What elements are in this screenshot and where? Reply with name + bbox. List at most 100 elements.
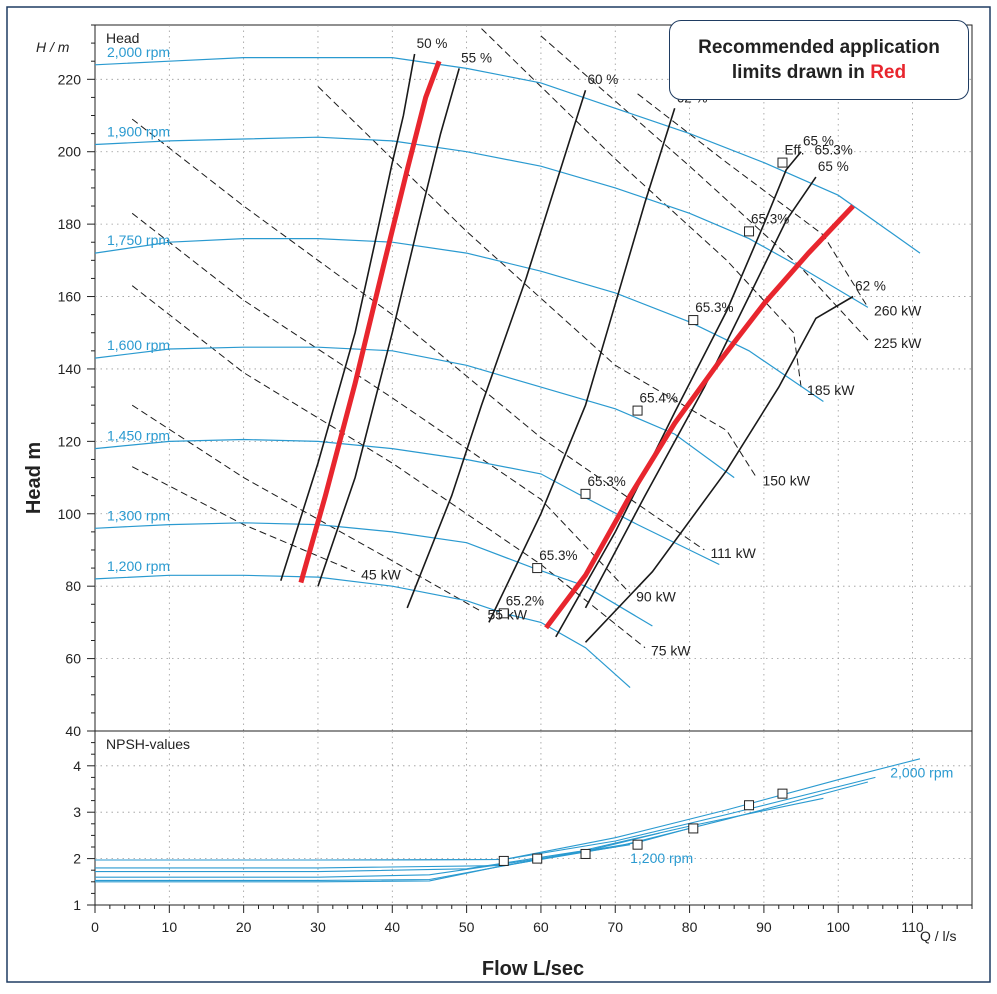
power-label-55-kw: 55 kW [487, 607, 527, 623]
power-line-55-kw [131, 404, 482, 612]
speed-label-1-900-rpm: 1,900 rpm [107, 123, 170, 139]
x-tick-label-0: 0 [91, 919, 99, 935]
power-line-185-kw [481, 28, 802, 388]
x-tick-label-30: 30 [310, 919, 326, 935]
efficiency-curve-50 [280, 53, 416, 581]
npsh-curve-1-900-rpm [95, 776, 876, 861]
efficiency-curve-55 [317, 68, 460, 587]
speed-curve-1-200-rpm [94, 574, 631, 689]
note-text-red: Red [870, 62, 907, 83]
speed-label-1-300-rpm: 1,300 rpm [107, 507, 170, 523]
y-tick-label-180: 180 [58, 216, 82, 232]
speed-curve-1-300-rpm [94, 522, 653, 627]
y-axis-title: Head m [23, 442, 45, 514]
power-line-45-kw [131, 466, 356, 573]
npsh-tick-label-3: 3 [73, 804, 81, 820]
power-label-185-kw: 185 kW [807, 382, 855, 398]
y-tick-label-220: 220 [58, 71, 82, 87]
power-line-111-kw [131, 118, 705, 551]
x-tick-label-60: 60 [533, 919, 549, 935]
x-tick-label-20: 20 [236, 919, 252, 935]
efficiency-label-62-3: 62 % [855, 279, 886, 294]
efficiency-point-5 [532, 563, 543, 574]
power-line-75-kw [131, 285, 646, 649]
power-label-45-kw: 45 kW [361, 567, 401, 583]
efficiency-point-label-6: 65.2% [506, 593, 544, 608]
efficiency-point-label-2: 65.3% [695, 300, 733, 315]
speed-curve-1-900-rpm [94, 136, 869, 308]
efficiency-curve-65 [555, 151, 802, 638]
npsh-tick-label-1: 1 [73, 897, 81, 913]
efficiency-point-1 [744, 226, 755, 237]
npsh-curve-1-750-rpm [95, 781, 869, 869]
npsh-label-2000-rpm: 2,000 rpm [890, 764, 953, 780]
efficiency-point-prefix-0: Eff. [784, 143, 804, 158]
efficiency-point-label-0: 65.3% [814, 143, 852, 158]
power-line-225-kw [540, 35, 869, 341]
x-tick-label-80: 80 [682, 919, 698, 935]
power-line-260-kw [637, 93, 869, 308]
efficiency-point-0 [777, 157, 788, 168]
y-tick-label-80: 80 [65, 578, 81, 594]
npsh-tick-label-2: 2 [73, 851, 81, 867]
npsh-curve-1-450-rpm [95, 827, 690, 878]
y-tick-label-60: 60 [65, 651, 81, 667]
npsh-point-1 [532, 853, 543, 864]
x-axis-title: Flow L/sec [482, 958, 584, 980]
npsh-point-3 [632, 839, 643, 850]
y-tick-label-100: 100 [58, 506, 82, 522]
note-text-main: Recommended application limits drawn in [698, 37, 940, 83]
efficiency-curve-62 [488, 108, 676, 623]
y-tick-label-120: 120 [58, 433, 82, 449]
limit-lines [298, 60, 855, 630]
npsh-tick-label-4: 4 [73, 758, 81, 774]
grid [95, 25, 972, 905]
chart-labels: 45 kW 55 kW 75 kW 90 kW 111 kW 150 kW 185 kW 22… [107, 36, 953, 866]
limit-line-right-limit [544, 204, 855, 630]
speed-curve-1-750-rpm [94, 238, 824, 402]
efficiency-label-50: 50 % [417, 36, 448, 51]
x-tick-label-90: 90 [756, 919, 772, 935]
efficiency-curve-65-2 [584, 176, 817, 609]
y-tick-label-160: 160 [58, 289, 82, 305]
power-line-150-kw [317, 86, 757, 478]
npsh-label-1200-rpm: 1,200 rpm [630, 850, 693, 866]
power-label-150-kw: 150 kW [762, 473, 810, 489]
axis-ticks: 0 10 20 30 40 50 60 70 80 90 100 110 40 60 80 100 120 140… [58, 24, 973, 935]
panel-head-label: Head [106, 30, 139, 46]
plot-frame [94, 24, 973, 906]
npsh-curve-1-300-rpm [95, 832, 660, 881]
x-tick-label-70: 70 [607, 919, 623, 935]
efficiency-point-4 [580, 488, 591, 499]
x-tick-label-50: 50 [459, 919, 475, 935]
efficiency-label-60: 60 % [588, 72, 619, 87]
x-tick-label-40: 40 [384, 919, 400, 935]
y-axis-unit: H / m [36, 39, 70, 55]
speed-label-1-200-rpm: 1,200 rpm [107, 558, 170, 574]
speed-label-1-450-rpm: 1,450 rpm [107, 428, 170, 444]
speed-label-1-600-rpm: 1,600 rpm [107, 337, 170, 353]
power-label-111-kw: 111 kW [710, 545, 756, 561]
outer-frame [6, 6, 991, 983]
speed-curve-2-000-rpm [94, 57, 921, 254]
efficiency-label-55: 55 % [461, 50, 492, 65]
npsh-point-4 [688, 823, 699, 834]
efficiency-label-65: 65 % [803, 134, 834, 149]
speed-label-2-000-rpm: 2,000 rpm [107, 44, 170, 60]
efficiency-curves [280, 53, 854, 643]
npsh-point-0 [498, 855, 509, 866]
npsh-curve-2-000-rpm [95, 758, 921, 861]
efficiency-point-2 [688, 315, 699, 326]
npsh-curve-1-600-rpm [95, 797, 824, 873]
x-tick-label-110: 110 [901, 919, 924, 935]
power-label-260-kw: 260 kW [874, 302, 922, 318]
efficiency-point-label-5: 65.3% [539, 548, 577, 563]
data-markers [498, 157, 788, 866]
efficiency-point-label-1: 65.3% [751, 211, 789, 226]
speed-curve-1-450-rpm [94, 438, 720, 566]
efficiency-curve-60 [406, 89, 587, 609]
efficiency-point-3 [632, 405, 643, 416]
x-tick-label-100: 100 [827, 919, 851, 935]
